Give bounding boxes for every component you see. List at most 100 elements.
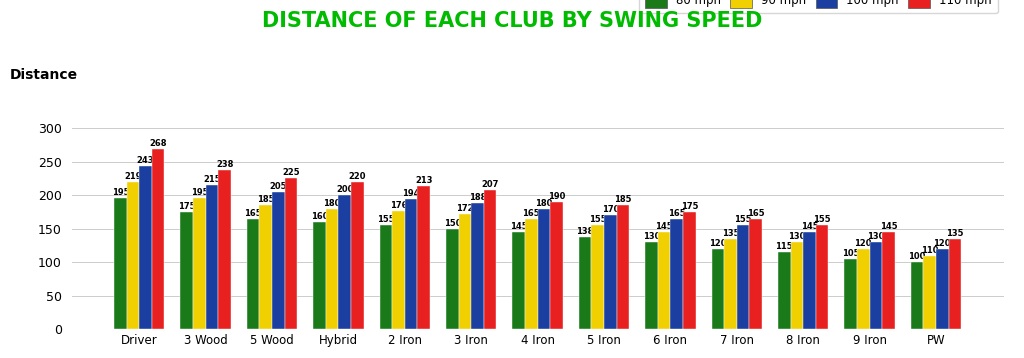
Text: 165: 165 xyxy=(668,209,685,218)
Bar xyxy=(206,185,218,329)
Text: 215: 215 xyxy=(203,175,221,184)
Text: 188: 188 xyxy=(469,193,486,202)
Text: 120: 120 xyxy=(709,239,727,248)
Bar xyxy=(272,192,285,329)
Bar xyxy=(736,225,750,329)
Text: 225: 225 xyxy=(283,168,300,177)
Text: Distance: Distance xyxy=(10,68,79,82)
Text: 172: 172 xyxy=(456,204,474,213)
Text: 219: 219 xyxy=(124,172,141,182)
Bar xyxy=(326,208,339,329)
Bar xyxy=(604,215,616,329)
Bar xyxy=(924,256,936,329)
Bar xyxy=(404,199,418,329)
Text: 130: 130 xyxy=(643,232,660,241)
Bar xyxy=(616,205,629,329)
Bar xyxy=(910,262,924,329)
Bar xyxy=(816,225,828,329)
Text: 105: 105 xyxy=(842,249,859,258)
Bar xyxy=(483,190,497,329)
Text: 135: 135 xyxy=(946,229,964,238)
Bar xyxy=(259,205,272,329)
Text: 115: 115 xyxy=(775,242,793,251)
Bar xyxy=(313,222,326,329)
Text: 195: 195 xyxy=(190,188,208,198)
Text: 155: 155 xyxy=(377,215,394,224)
Bar xyxy=(936,249,948,329)
Text: 145: 145 xyxy=(655,222,673,231)
Text: 120: 120 xyxy=(854,239,872,248)
Text: 185: 185 xyxy=(614,195,632,204)
Text: 130: 130 xyxy=(788,232,806,241)
Bar xyxy=(351,182,364,329)
Bar xyxy=(139,166,152,329)
Bar xyxy=(671,219,683,329)
Bar xyxy=(750,219,762,329)
Text: 194: 194 xyxy=(402,189,420,198)
Text: 145: 145 xyxy=(801,222,818,231)
Bar xyxy=(538,208,550,329)
Text: DISTANCE OF EACH CLUB BY SWING SPEED: DISTANCE OF EACH CLUB BY SWING SPEED xyxy=(262,11,762,31)
Text: 138: 138 xyxy=(577,227,594,236)
Bar xyxy=(152,150,165,329)
Bar xyxy=(512,232,525,329)
Bar xyxy=(592,225,604,329)
Text: 145: 145 xyxy=(510,222,527,231)
Text: 110: 110 xyxy=(921,246,938,255)
Bar xyxy=(285,178,297,329)
Bar xyxy=(579,237,592,329)
Bar xyxy=(550,202,563,329)
Bar xyxy=(180,212,194,329)
Text: 120: 120 xyxy=(934,239,951,248)
Bar xyxy=(218,170,230,329)
Bar xyxy=(857,249,869,329)
Bar xyxy=(724,239,736,329)
Bar xyxy=(459,214,471,329)
Text: 175: 175 xyxy=(681,202,698,211)
Text: 170: 170 xyxy=(602,205,618,214)
Bar xyxy=(712,249,724,329)
Text: 176: 176 xyxy=(390,201,408,210)
Bar xyxy=(882,232,895,329)
Text: 150: 150 xyxy=(443,219,461,228)
Text: 130: 130 xyxy=(867,232,885,241)
Text: 155: 155 xyxy=(813,215,830,224)
Bar xyxy=(194,198,206,329)
Bar xyxy=(339,195,351,329)
Text: 145: 145 xyxy=(880,222,897,231)
Bar xyxy=(380,225,392,329)
Text: 180: 180 xyxy=(324,199,341,208)
Text: 175: 175 xyxy=(178,202,196,211)
Text: 100: 100 xyxy=(908,252,926,261)
Text: 195: 195 xyxy=(112,188,129,198)
Text: 155: 155 xyxy=(734,215,752,224)
Bar xyxy=(869,242,882,329)
Bar xyxy=(446,229,459,329)
Bar xyxy=(525,219,538,329)
Text: 200: 200 xyxy=(336,185,353,194)
Text: 135: 135 xyxy=(722,229,739,238)
Text: 165: 165 xyxy=(245,209,262,218)
Text: 190: 190 xyxy=(548,192,565,201)
Text: 155: 155 xyxy=(589,215,606,224)
Bar xyxy=(791,242,803,329)
Bar xyxy=(247,219,259,329)
Bar xyxy=(683,212,695,329)
Text: 207: 207 xyxy=(481,180,499,189)
Bar xyxy=(418,187,430,329)
Text: 213: 213 xyxy=(415,176,432,185)
Legend: 80 mph, 90 mph, 100 mph, 110 mph: 80 mph, 90 mph, 100 mph, 110 mph xyxy=(639,0,997,14)
Text: 185: 185 xyxy=(257,195,274,204)
Bar xyxy=(127,182,139,329)
Bar xyxy=(845,259,857,329)
Bar xyxy=(114,198,127,329)
Text: 180: 180 xyxy=(536,199,553,208)
Text: 238: 238 xyxy=(216,160,233,169)
Bar xyxy=(778,252,791,329)
Bar xyxy=(803,232,816,329)
Bar xyxy=(645,242,657,329)
Bar xyxy=(471,203,483,329)
Text: 220: 220 xyxy=(348,172,367,181)
Text: 268: 268 xyxy=(150,140,167,149)
Text: 165: 165 xyxy=(746,209,765,218)
